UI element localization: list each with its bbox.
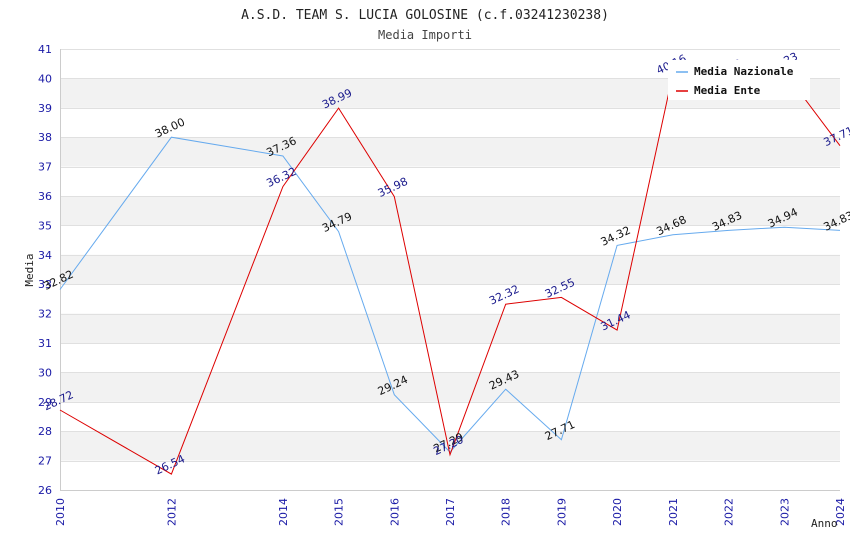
y-tick-label: 26: [38, 484, 52, 497]
y-tick-label: 41: [38, 43, 52, 56]
x-tick-label: 2015: [333, 498, 346, 526]
y-tick-label: 38: [38, 131, 52, 144]
x-tick-label: 2018: [500, 498, 513, 526]
data-label-nazionale: 34.32: [599, 224, 633, 249]
data-label-ente: 28.72: [41, 388, 75, 413]
chart-title: A.S.D. TEAM S. LUCIA GOLOSINE (c.f.03241…: [241, 8, 609, 23]
data-label-ente: 36.32: [264, 165, 298, 190]
legend-label-ente: Media Ente: [694, 84, 761, 97]
y-tick-label: 29: [38, 396, 52, 409]
grid-bands: [60, 78, 840, 461]
grid-band: [60, 372, 840, 402]
y-tick-label: 31: [38, 337, 52, 350]
y-axis-label: Media: [23, 253, 36, 286]
y-tick-label: 40: [38, 72, 52, 85]
grid-band: [60, 137, 840, 167]
grid-lines: [60, 49, 840, 491]
grid-band: [60, 196, 840, 226]
x-tick-label: 2019: [555, 498, 568, 526]
y-tick-label: 37: [38, 161, 52, 174]
grid-band: [60, 313, 840, 343]
data-label-ente: 32.32: [487, 282, 521, 307]
x-tick-label: 2021: [667, 498, 680, 526]
chart-subtitle: Media Importi: [378, 28, 472, 42]
y-tick-label: 36: [38, 190, 52, 203]
y-tick-label: 39: [38, 102, 52, 115]
x-tick-label: 2023: [778, 498, 791, 526]
x-tick-label: 2012: [165, 498, 178, 526]
y-tick-label: 32: [38, 308, 52, 321]
data-label-nazionale: 38.00: [153, 115, 187, 140]
legend: Media Nazionale Media Ente: [668, 60, 810, 100]
y-tick-labels: 26 27 28 29 30 31 32 33 34 35 36 37 38 39 40 41: [38, 43, 52, 497]
y-tick-label: 33: [38, 278, 52, 291]
series-line-nazionale: [59, 136, 841, 453]
x-tick-label: 2022: [723, 498, 736, 526]
x-tick-label: 2014: [277, 498, 290, 526]
y-tick-label: 28: [38, 425, 52, 438]
x-tick-label: 2016: [388, 498, 401, 526]
y-tick-label: 30: [38, 366, 52, 379]
y-tick-label: 35: [38, 219, 52, 232]
x-tick-label: 2024: [834, 498, 847, 526]
legend-box: [668, 60, 810, 100]
x-tick-label: 2010: [54, 498, 67, 526]
x-tick-labels: 2010 2012 2014 2015 2016 2017 2018 2019 2020 2021…: [54, 498, 847, 526]
x-tick-label: 2020: [611, 498, 624, 526]
grid-band: [60, 254, 840, 285]
y-tick-label: 27: [38, 455, 52, 468]
y-tick-label: 34: [38, 249, 52, 262]
data-label-nazionale: 32.82: [41, 268, 75, 293]
x-axis-label: Anno: [811, 517, 838, 530]
legend-label-nazionale: Media Nazionale: [694, 65, 794, 78]
x-tick-label: 2017: [444, 498, 457, 526]
